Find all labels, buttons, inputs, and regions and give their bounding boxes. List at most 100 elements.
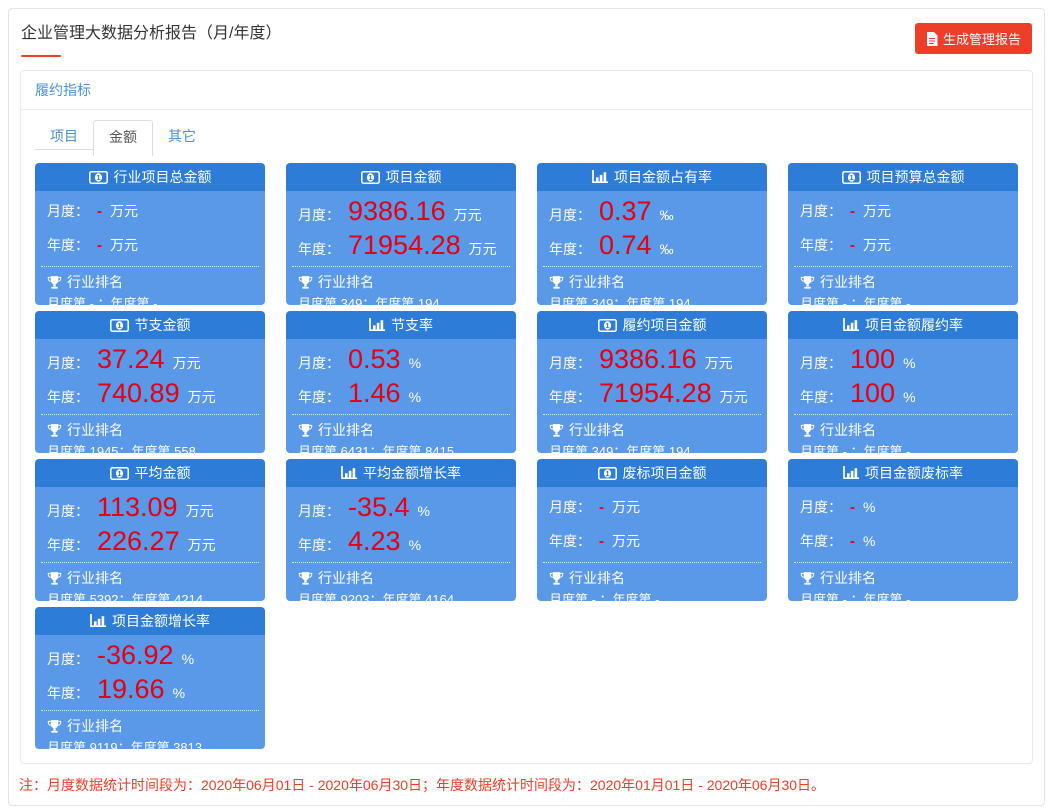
- industry-rank-header: 行业排名: [47, 716, 253, 736]
- metric-card-title: 平均金额增长率: [363, 465, 461, 481]
- year-label: 年度：: [47, 685, 89, 701]
- panel-title: 履约指标: [21, 71, 1032, 110]
- industry-rank-label: 行业排名: [820, 274, 876, 290]
- tab-项目[interactable]: 项目: [35, 120, 93, 150]
- year-value-row: 年度： - %: [800, 525, 1006, 559]
- month-unit: %: [903, 355, 916, 371]
- dotted-divider: [794, 414, 1012, 415]
- industry-rank-label: 行业排名: [318, 570, 374, 586]
- tab-其它[interactable]: 其它: [153, 120, 211, 150]
- metric-card: 1 节支金额 月度： 37.24 万元 年度： 740.89 万元: [35, 311, 265, 453]
- month-unit: 万元: [863, 203, 891, 219]
- industry-rank-header: 行业排名: [549, 420, 755, 440]
- month-unit: ‰: [659, 207, 674, 223]
- industry-rank-text: 月度第 - ；年度第 -。: [800, 444, 924, 453]
- tab-label: 其它: [168, 128, 196, 144]
- metric-card-header: 1 履约项目金额: [537, 311, 767, 339]
- money-icon: 1: [597, 466, 617, 480]
- page-title: 企业管理大数据分析报告（月/年度）: [21, 25, 282, 42]
- trophy-icon: [47, 571, 62, 585]
- industry-rank-header: 行业排名: [298, 420, 504, 440]
- month-value-row: 月度： 0.53 %: [298, 343, 504, 377]
- month-unit: %: [417, 503, 430, 519]
- month-value: -: [599, 499, 604, 516]
- month-label: 月度：: [47, 503, 89, 519]
- year-value: -: [850, 533, 855, 550]
- metric-card: 1 项目金额增长率 月度： -36.92 % 年度： 19.66 %: [35, 607, 265, 749]
- metric-card: 1 项目预算总金额 月度： - 万元 年度： - 万元: [788, 163, 1018, 305]
- metric-card-header: 1 节支金额: [35, 311, 265, 339]
- year-value-row: 年度： 100 %: [800, 377, 1006, 411]
- metric-card-body: 月度： - 万元 年度： - 万元 行业排名 月度第 - ；年: [788, 191, 1018, 305]
- metric-card-title: 项目金额增长率: [112, 613, 210, 629]
- year-value: 226.27: [97, 526, 180, 556]
- month-value-row: 月度： 113.09 万元: [47, 491, 253, 525]
- industry-rank-label: 行业排名: [67, 570, 123, 586]
- dotted-divider: [41, 562, 259, 563]
- metric-card-header: 1 平均金额增长率: [286, 459, 516, 487]
- year-value: -: [97, 237, 102, 254]
- metric-card-header: 1 节支率: [286, 311, 516, 339]
- year-value: 0.74: [599, 230, 652, 260]
- year-unit: 万元: [110, 237, 138, 253]
- year-label: 年度：: [298, 389, 340, 405]
- metric-card: 1 节支率 月度： 0.53 % 年度： 1.46 %: [286, 311, 516, 453]
- dotted-divider: [41, 710, 259, 711]
- month-unit: 万元: [612, 499, 640, 515]
- month-label: 月度：: [549, 499, 591, 515]
- industry-rank-text: 月度第 - ；年度第 -。: [47, 296, 171, 305]
- metric-card-header: 1 行业项目总金额: [35, 163, 265, 191]
- industry-rank-label: 行业排名: [820, 422, 876, 438]
- document-icon: [926, 31, 938, 46]
- dotted-divider: [543, 266, 761, 267]
- month-value-row: 月度： 37.24 万元: [47, 343, 253, 377]
- month-unit: %: [863, 499, 876, 515]
- metric-card-body: 月度： 9386.16 万元 年度： 71954.28 万元 行业排名: [286, 191, 516, 305]
- year-value-row: 年度： 71954.28 万元: [298, 229, 504, 263]
- month-value: 0.53: [348, 344, 401, 374]
- month-value-row: 月度： 9386.16 万元: [549, 343, 755, 377]
- year-value-row: 年度： 19.66 %: [47, 673, 253, 707]
- month-label: 月度：: [800, 499, 842, 515]
- svg-text:1: 1: [117, 469, 121, 478]
- month-label: 月度：: [800, 203, 842, 219]
- metric-card: 1 项目金额 月度： 9386.16 万元 年度： 71954.28 万元: [286, 163, 516, 305]
- metric-card: 1 履约项目金额 月度： 9386.16 万元 年度： 71954.28 万元: [537, 311, 767, 453]
- year-label: 年度：: [47, 537, 89, 553]
- tab-label: 项目: [50, 128, 78, 144]
- year-value-row: 年度： 1.46 %: [298, 377, 504, 411]
- month-label: 月度：: [298, 207, 340, 223]
- tab-金额[interactable]: 金额: [93, 120, 153, 156]
- generate-report-label: 生成管理报告: [942, 32, 1021, 47]
- month-unit: %: [181, 651, 195, 667]
- metric-card-header: 1 项目金额履约率: [788, 311, 1018, 339]
- month-unit: 万元: [453, 207, 482, 223]
- dotted-divider: [292, 266, 510, 267]
- month-value: -: [850, 499, 855, 516]
- industry-rank-label: 行业排名: [318, 274, 374, 290]
- tab-label: 金额: [109, 129, 137, 145]
- year-label: 年度：: [298, 241, 340, 257]
- year-label: 年度：: [549, 389, 591, 405]
- metric-card: 1 项目金额履约率 月度： 100 % 年度： 100 %: [788, 311, 1018, 453]
- year-value-row: 年度： 71954.28 万元: [549, 377, 755, 411]
- metric-card-header: 1 项目预算总金额: [788, 163, 1018, 191]
- year-value: 19.66: [97, 674, 165, 704]
- month-label: 月度：: [47, 651, 89, 667]
- metric-card-title: 项目金额占有率: [614, 169, 712, 185]
- svg-text:1: 1: [368, 173, 372, 182]
- month-value-row: 月度： 9386.16 万元: [298, 195, 504, 229]
- month-value: 113.09: [97, 492, 178, 522]
- year-value-row: 年度： 4.23 %: [298, 525, 504, 559]
- trophy-icon: [298, 423, 313, 437]
- industry-rank-header: 行业排名: [800, 420, 1006, 440]
- dotted-divider: [41, 414, 259, 415]
- year-unit: %: [863, 533, 876, 549]
- industry-rank-text: 月度第 349；年度第 194。: [549, 444, 704, 453]
- year-unit: %: [408, 537, 422, 553]
- year-label: 年度：: [800, 237, 842, 253]
- month-value-row: 月度： -35.4 %: [298, 491, 504, 525]
- generate-report-button[interactable]: 生成管理报告: [914, 23, 1032, 54]
- metric-card-body: 月度： 9386.16 万元 年度： 71954.28 万元 行业排名: [537, 339, 767, 453]
- dotted-divider: [292, 562, 510, 563]
